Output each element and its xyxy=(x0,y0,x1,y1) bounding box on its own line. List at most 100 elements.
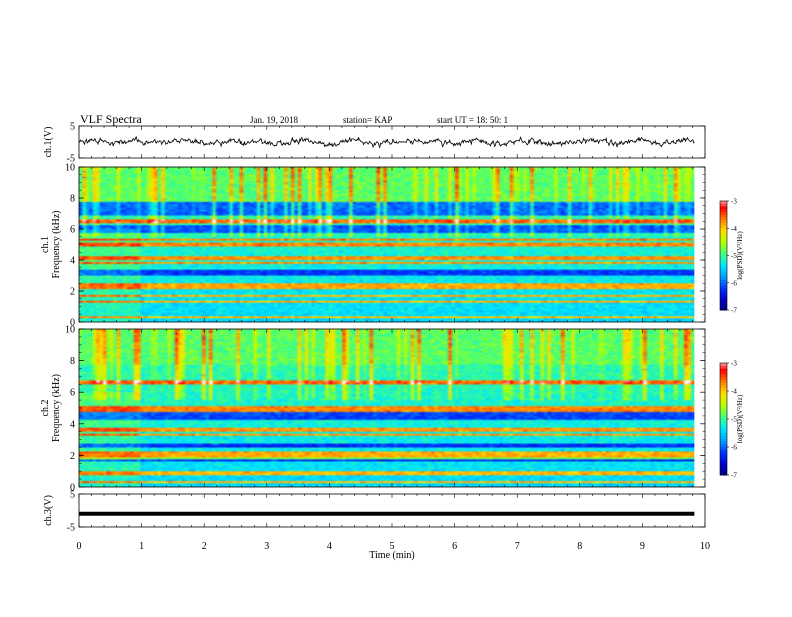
colorbar-swatch xyxy=(720,379,727,384)
ch2-spectrogram-image xyxy=(79,329,695,487)
colorbar-tick-label: -4 xyxy=(731,388,737,396)
colorbar-swatch xyxy=(720,288,727,292)
colorbar-tick-label: -6 xyxy=(731,279,737,287)
ch1-waveform-ylabel: ch.1(V) xyxy=(43,127,54,158)
colorbar-swatch xyxy=(720,263,727,267)
ch2-spectrogram-panel: -3 -4 -5 -6 -7 log(PSD)(V²/Hz) 0 2 4 6 8 10 ch.2 Freq… xyxy=(40,325,744,494)
colorbar-swatch xyxy=(720,214,727,218)
ch1-spectrogram-panel: -3 -4 -5 -6 -7 log(PSD)(V²/Hz) 0 2 4 6 8 10 ch.1 Freq… xyxy=(40,163,744,329)
colorbar-label: log(PSD)(V²/Hz) xyxy=(736,231,744,280)
colorbar-swatch xyxy=(720,410,727,414)
colorbar-swatch xyxy=(720,427,727,431)
colorbar-label: log(PSD)(V²/Hz) xyxy=(736,394,744,443)
colorbar-swatch xyxy=(720,304,727,308)
ch2-spectrogram-ylabel: ch.2 xyxy=(40,400,51,417)
colorbar-swatch xyxy=(720,277,727,281)
ch3-waveform-panel: 5 -5 ch.3(V) xyxy=(43,490,706,534)
y-tick-label: 2 xyxy=(70,287,75,298)
colorbar-swatch xyxy=(720,274,727,278)
x-tick-label: 6 xyxy=(452,541,457,552)
colorbar-swatch xyxy=(720,228,727,232)
colorbar-swatch xyxy=(720,466,727,470)
colorbar-tick-label: -5 xyxy=(731,416,737,424)
colorbar-swatch xyxy=(720,419,727,423)
ch2-spectrogram-ylabel: Frequency (kHz) xyxy=(51,374,62,442)
x-tick-label: 9 xyxy=(640,541,645,552)
ch1-spectrogram-ylabel: ch.1 xyxy=(40,236,51,253)
colorbar-swatch xyxy=(720,285,727,289)
ch1-spectrogram-colorbar: -3 -4 -5 -6 -7 log(PSD)(V²/Hz) xyxy=(719,198,744,315)
colorbar-swatch xyxy=(720,388,727,392)
y-tick-label: 5 xyxy=(70,122,75,133)
colorbar-swatch xyxy=(720,299,727,303)
colorbar-swatch xyxy=(720,211,727,216)
colorbar-swatch xyxy=(720,393,727,398)
colorbar-tick-label: -6 xyxy=(731,444,737,452)
colorbar-swatch xyxy=(720,368,727,372)
colorbar-swatch xyxy=(720,438,727,442)
x-tick-label: 10 xyxy=(700,541,710,552)
y-tick-label: 6 xyxy=(70,388,75,399)
ch2-spectrogram-colorbar: -3 -4 -5 -6 -7 log(PSD)(V²/Hz) xyxy=(719,360,744,480)
colorbar-swatch xyxy=(720,435,727,440)
colorbar-swatch xyxy=(720,230,727,235)
y-tick-label: 8 xyxy=(70,194,75,205)
x-tick-label: 1 xyxy=(139,541,144,552)
y-tick-label: 6 xyxy=(70,225,75,236)
colorbar-swatch xyxy=(720,258,727,262)
colorbar-swatch xyxy=(720,225,727,229)
colorbar-swatch xyxy=(720,252,727,256)
colorbar-swatch xyxy=(720,444,727,448)
colorbar-swatch xyxy=(720,405,727,409)
colorbar-swatch xyxy=(720,433,727,437)
colorbar-swatch xyxy=(720,402,727,406)
x-tick-label: 7 xyxy=(515,541,520,552)
colorbar-swatch xyxy=(720,250,727,254)
x-tick-label: 4 xyxy=(327,541,332,552)
colorbar-swatch xyxy=(720,396,727,400)
colorbar-swatch xyxy=(720,447,727,451)
colorbar-swatch xyxy=(720,469,727,473)
ch1-spectrogram-ylabel: Frequency (kHz) xyxy=(51,210,62,278)
colorbar-swatch xyxy=(720,233,727,237)
colorbar-swatch xyxy=(720,220,727,224)
colorbar-swatch xyxy=(720,293,727,297)
colorbar-swatch xyxy=(720,260,727,265)
colorbar-swatch xyxy=(720,382,727,386)
ch2-spectrogram-plot xyxy=(79,329,695,487)
colorbar-swatch xyxy=(720,269,727,273)
colorbar-swatch xyxy=(720,282,727,286)
colorbar-swatch xyxy=(720,377,727,381)
colorbar-swatch xyxy=(720,247,727,251)
colorbar-swatch xyxy=(720,407,727,412)
colorbar-swatch xyxy=(720,391,727,395)
colorbar-swatch xyxy=(720,217,727,221)
colorbar-swatch xyxy=(720,236,727,240)
colorbar-swatch xyxy=(720,430,727,434)
colorbar-swatch xyxy=(720,463,727,468)
colorbar-tick-label: -3 xyxy=(731,198,737,206)
colorbar-swatch xyxy=(720,449,727,454)
ch1-waveform-plot xyxy=(78,136,695,149)
colorbar-swatch xyxy=(720,458,727,462)
y-tick-label: 2 xyxy=(70,451,75,462)
colorbar-tick-label: -7 xyxy=(731,307,737,315)
colorbar-swatch xyxy=(720,455,727,459)
colorbar-swatch xyxy=(720,241,727,246)
colorbar-swatch xyxy=(720,461,727,465)
colorbar-swatch xyxy=(720,371,727,375)
colorbar-swatch xyxy=(720,239,727,243)
colorbar-tick-label: -4 xyxy=(731,225,737,233)
y-tick-label: 4 xyxy=(70,256,75,267)
ch3-waveform-frame xyxy=(78,493,706,528)
colorbar-tick-label: -5 xyxy=(731,252,737,260)
x-tick-label: 2 xyxy=(202,541,207,552)
y-tick-label: 5 xyxy=(70,490,75,501)
x-tick-label: 0 xyxy=(77,541,82,552)
colorbar-swatch xyxy=(720,374,727,378)
colorbar-swatch xyxy=(720,209,727,213)
ch1-signal-line xyxy=(78,136,695,149)
colorbar-swatch xyxy=(720,296,727,300)
